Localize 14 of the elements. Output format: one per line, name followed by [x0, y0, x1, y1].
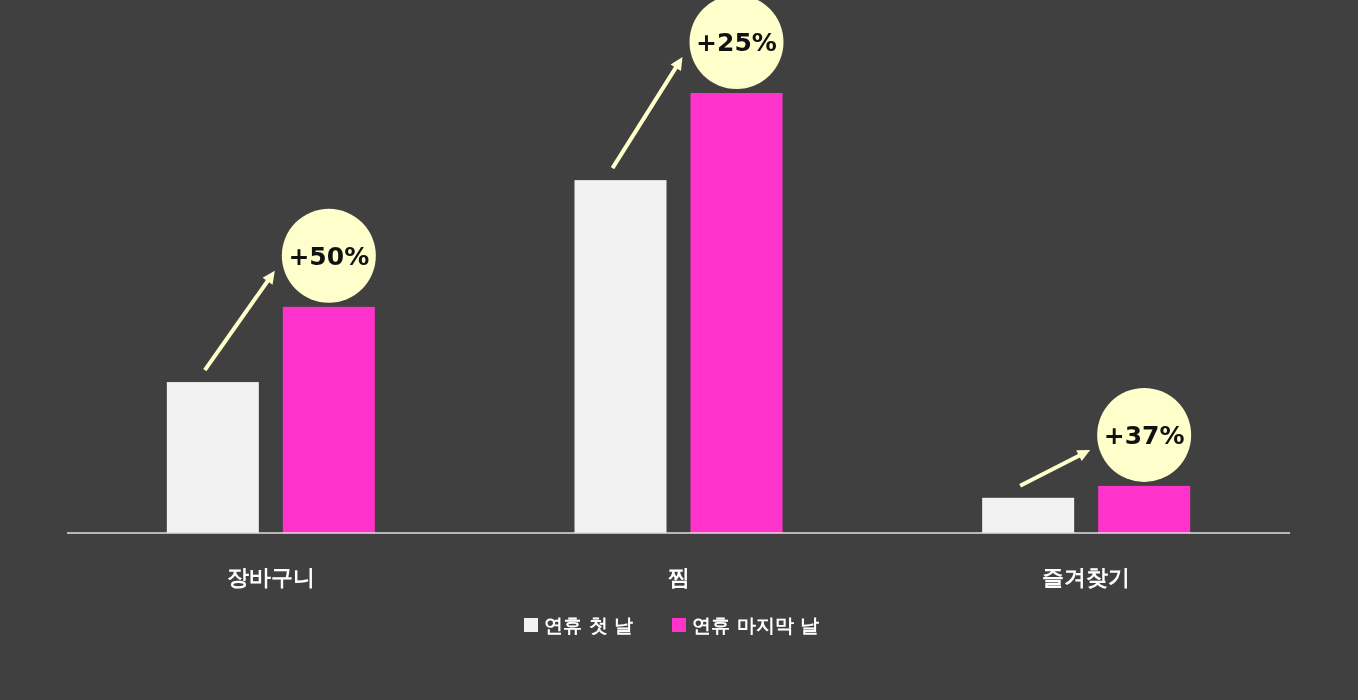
legend-label: 연휴 첫 날	[544, 614, 634, 636]
annotation: +50%	[288, 241, 370, 271]
bar	[1098, 485, 1191, 533]
bar	[282, 306, 375, 533]
bar	[982, 497, 1075, 533]
x-tick-label: 장바구니	[226, 565, 315, 590]
x-tick-label: 찜	[667, 565, 690, 590]
text: +25%	[696, 28, 777, 57]
x-tick-label: 즐겨찾기	[1042, 565, 1131, 590]
bar	[574, 180, 667, 533]
bar	[690, 93, 783, 533]
bar	[166, 382, 259, 533]
legend-label: 연휴 마지막 날	[692, 614, 820, 636]
annotation: +37%	[1103, 420, 1185, 450]
